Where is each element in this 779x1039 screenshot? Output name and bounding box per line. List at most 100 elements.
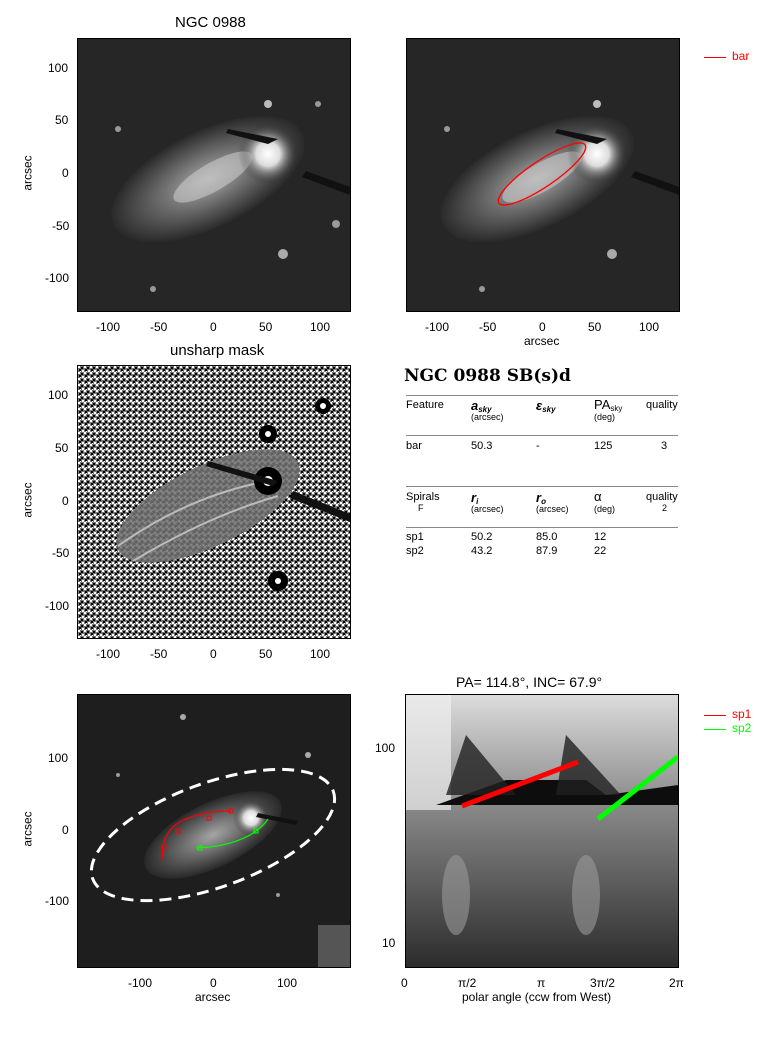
spiral-name: sp2 bbox=[406, 545, 424, 557]
y-tick: 50 bbox=[55, 441, 69, 455]
x-tick: 3π/2 bbox=[590, 976, 615, 990]
table-heading: NGC 0988 SB(s)d bbox=[404, 366, 571, 386]
table-rule bbox=[406, 395, 678, 396]
y-tick: 100 bbox=[48, 751, 69, 765]
spiral-alpha: 22 bbox=[594, 545, 607, 557]
spiral-ri: 43.2 bbox=[471, 545, 493, 557]
quality-value: 2 bbox=[662, 503, 668, 513]
eps-header: εsky bbox=[536, 398, 556, 414]
x-tick: 0 bbox=[210, 320, 217, 334]
bar-legend-line bbox=[704, 57, 726, 58]
image-title: NGC 0988 bbox=[175, 14, 246, 31]
x-tick: π bbox=[537, 976, 546, 990]
bar-overlay-image bbox=[407, 39, 679, 311]
bar-eps: - bbox=[536, 440, 540, 452]
x-tick: -50 bbox=[479, 320, 497, 334]
bar-legend-label: bar bbox=[732, 49, 750, 63]
unsharp-mask-panel bbox=[77, 365, 351, 639]
polar-title: PA= 114.8°, INC= 67.9° bbox=[456, 674, 603, 690]
bar-pa: 125 bbox=[594, 440, 613, 452]
disk-ellipse bbox=[89, 767, 337, 903]
x-tick: 0 bbox=[401, 976, 408, 990]
image-y-label: arcsec bbox=[20, 155, 35, 191]
x-tick: 0 bbox=[210, 976, 217, 990]
table-rule bbox=[406, 435, 678, 436]
x-axis-label: arcsec bbox=[524, 334, 560, 348]
x-tick: 100 bbox=[277, 976, 298, 990]
x-tick: -100 bbox=[128, 976, 153, 990]
bar-quality: 3 bbox=[661, 440, 668, 452]
unsharp-y-label: arcsec bbox=[20, 482, 35, 518]
spiral-overlay-image bbox=[78, 695, 350, 967]
galaxy-image-panel bbox=[77, 38, 351, 312]
polar-plot-panel bbox=[405, 694, 679, 968]
alpha-header: α bbox=[594, 489, 602, 504]
ro-header: ro bbox=[536, 490, 546, 506]
spirals-class: F bbox=[418, 503, 424, 513]
y-tick: -100 bbox=[45, 599, 70, 613]
y-tick: -100 bbox=[45, 894, 70, 908]
y-tick: 50 bbox=[55, 113, 69, 127]
x-axis-label: arcsec bbox=[195, 990, 231, 1004]
y-tick: -100 bbox=[45, 271, 70, 285]
y-tick: -50 bbox=[52, 219, 70, 233]
a-unit: (arcsec) bbox=[471, 412, 504, 422]
pa-header: PAsky bbox=[594, 397, 623, 413]
alpha-unit: (deg) bbox=[594, 504, 616, 514]
pa-unit: (deg) bbox=[594, 412, 616, 422]
y-tick: 0 bbox=[62, 166, 69, 180]
quality-header: quality bbox=[646, 399, 678, 411]
polar-sp1-line bbox=[461, 759, 579, 809]
x-tick: 50 bbox=[259, 647, 273, 661]
spiral-alpha: 12 bbox=[594, 531, 607, 543]
x-tick: -100 bbox=[96, 647, 121, 661]
y-tick: 0 bbox=[62, 494, 69, 508]
unsharp-mask-image bbox=[78, 366, 350, 638]
polar-x-label: polar angle (ccw from West) bbox=[462, 990, 612, 1004]
overlay-y-label: arcsec bbox=[20, 811, 35, 847]
y-tick: 0 bbox=[62, 823, 69, 837]
spiral-sp2 bbox=[195, 818, 269, 849]
polar-sp2-line bbox=[596, 755, 678, 821]
quality-header: quality bbox=[646, 491, 678, 503]
x-tick: 2π bbox=[669, 976, 684, 990]
spiral-overlay-panel bbox=[77, 694, 351, 968]
y-tick: 100 bbox=[375, 741, 396, 755]
polar-plot-image bbox=[406, 695, 678, 967]
x-tick: 0 bbox=[539, 320, 546, 334]
galaxy-image bbox=[78, 39, 350, 311]
table-rule bbox=[406, 527, 678, 528]
x-tick: -50 bbox=[150, 647, 168, 661]
y-tick: 10 bbox=[382, 936, 396, 950]
spiral-ro: 87.9 bbox=[536, 545, 558, 557]
x-tick: 100 bbox=[310, 320, 331, 334]
ri-unit: (arcsec) bbox=[471, 504, 504, 514]
y-tick: 100 bbox=[48, 388, 69, 402]
sp2-legend-label: sp2 bbox=[732, 721, 752, 735]
x-tick: 50 bbox=[588, 320, 602, 334]
x-tick: -50 bbox=[150, 320, 168, 334]
ro-unit: (arcsec) bbox=[536, 504, 569, 514]
ri-header: ri bbox=[471, 490, 479, 506]
table-rule bbox=[406, 486, 678, 487]
x-tick: π/2 bbox=[458, 976, 477, 990]
x-tick: 100 bbox=[310, 647, 331, 661]
sp1-legend-label: sp1 bbox=[732, 707, 752, 721]
y-tick: -50 bbox=[52, 546, 70, 560]
x-tick: 100 bbox=[639, 320, 660, 334]
spiral-sp1 bbox=[161, 810, 232, 861]
bar-a: 50.3 bbox=[471, 440, 493, 452]
unsharp-title: unsharp mask bbox=[170, 342, 265, 359]
spiral-ri: 50.2 bbox=[471, 531, 493, 543]
x-tick: 0 bbox=[210, 647, 217, 661]
bar-overlay-panel bbox=[406, 38, 680, 312]
sp2-legend-line bbox=[704, 729, 726, 730]
y-tick: 100 bbox=[48, 61, 69, 75]
bar-feature: bar bbox=[406, 440, 422, 452]
spirals-header: Spirals bbox=[406, 491, 440, 503]
feature-header: Feature bbox=[406, 399, 444, 411]
spiral-name: sp1 bbox=[406, 531, 424, 543]
x-tick: 50 bbox=[259, 320, 273, 334]
sp1-legend-line bbox=[704, 715, 726, 716]
x-tick: -100 bbox=[96, 320, 121, 334]
